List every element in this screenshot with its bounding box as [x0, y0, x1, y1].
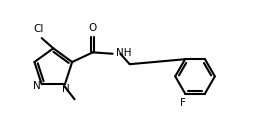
Text: N: N: [62, 84, 69, 94]
Text: O: O: [89, 23, 97, 33]
Text: N: N: [33, 80, 41, 90]
Text: NH: NH: [116, 48, 132, 58]
Text: Cl: Cl: [33, 24, 43, 34]
Text: F: F: [180, 99, 186, 109]
